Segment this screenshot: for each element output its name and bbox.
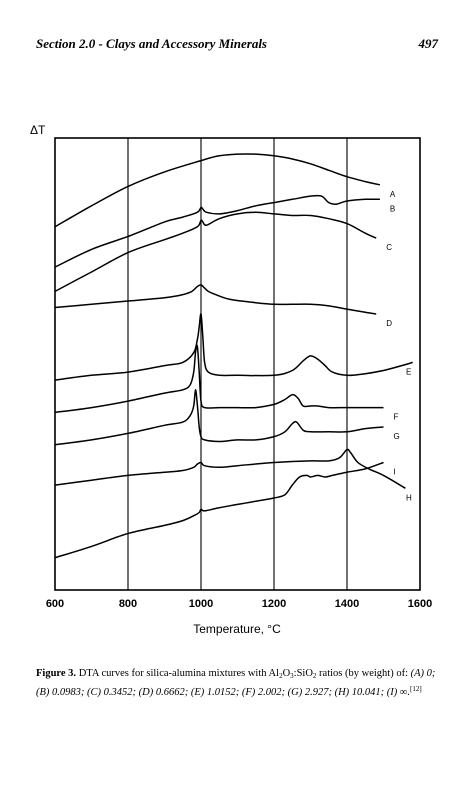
curve-label-E: E [406,367,411,376]
curve-C [54,211,377,293]
curve-label-F: F [394,413,399,422]
curve-E [54,313,413,381]
x-tick-label-600: 600 [46,598,64,610]
plot-frame [54,137,421,591]
x-tick-label-1600: 1600 [408,598,432,610]
caption-sub-3: 2 [312,672,317,680]
y-axis-label: ΔT [30,123,46,137]
caption-text-start: DTA curves for silica-alumina mixtures w… [76,668,280,679]
curve-labels: AB C D E F G H I [386,190,412,502]
curve-label-C: C [386,243,392,252]
dta-chart: AB C D E F G H I 600 800 1000 1200 1400 1600 ΔT Temp… [30,123,432,636]
curve-F [54,344,384,414]
dta-curves [54,153,413,559]
grid-lines [127,138,348,590]
caption-text-mid2: :SiO [293,668,313,679]
caption-text-mid1: O [282,668,291,679]
curve-label-H: H [406,493,412,502]
curve-G [54,389,384,446]
curve-label-G: G [394,432,400,441]
page-number: 497 [418,36,439,51]
curve-H [54,448,406,489]
x-tick-label-800: 800 [119,598,137,610]
figure-label: Figure 3. [36,668,77,679]
x-tick-labels: 600 800 1000 1200 1400 1600 [46,598,432,610]
caption-sub-1: 2 [279,672,283,680]
curve-label-D: D [386,319,392,328]
x-tick-label-1000: 1000 [189,598,213,610]
curve-label-B: B [390,204,395,213]
caption-sub-2: 3 [290,672,294,680]
curve-A [54,153,381,228]
curve-B [54,194,380,268]
caption-reference: [12] [410,685,422,693]
caption-text-mid3: ratios (by weight) of: [316,668,408,679]
figure-caption: Figure 3. DTA curves for silica-alumina … [36,667,442,699]
x-axis-label: Temperature, °C [193,622,281,636]
x-tick-label-1200: 1200 [262,598,286,610]
x-tick-label-1400: 1400 [335,598,359,610]
caption-ratio-list: (A) 0; (B) 0.0983; (C) 0.3452; (D) 0.666… [36,668,436,698]
curve-label-A: A [390,190,396,199]
curve-I [54,461,384,559]
curve-label-I: I [394,467,396,476]
curve-D [54,284,377,315]
running-header-section: Section 2.0 - Clays and Accessory Minera… [36,36,267,51]
